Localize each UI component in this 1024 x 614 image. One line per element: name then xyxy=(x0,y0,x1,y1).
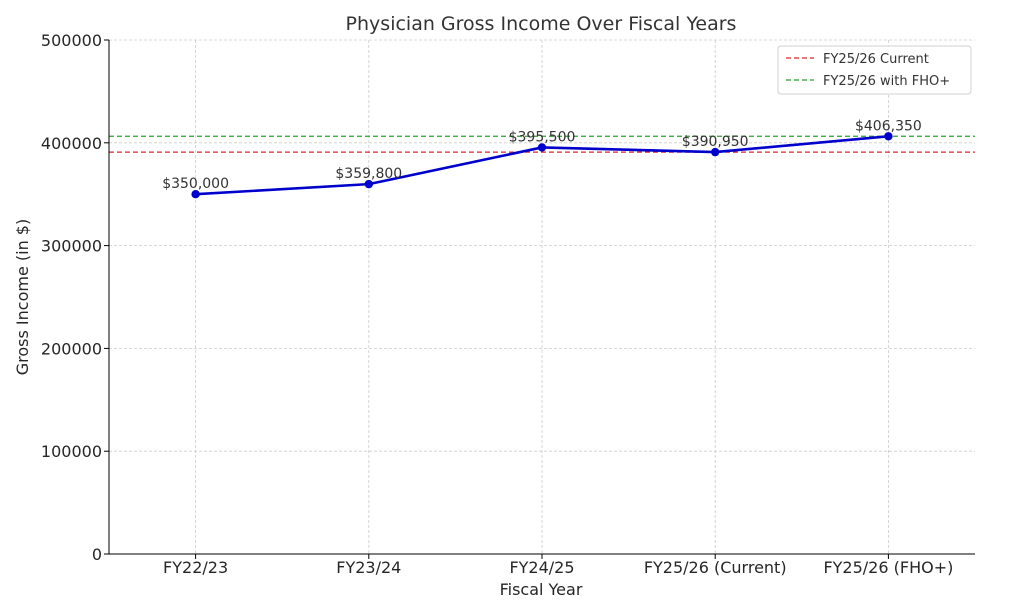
legend-label: FY25/26 with FHO+ xyxy=(823,74,950,89)
x-tick-label: FY23/24 xyxy=(336,558,401,577)
y-tick-label: 400000 xyxy=(41,134,102,153)
data-point xyxy=(884,132,893,141)
data-label: $359,800 xyxy=(335,166,402,182)
x-tick-label: FY24/25 xyxy=(509,558,574,577)
y-tick-label: 100000 xyxy=(41,442,102,461)
data-labels: $350,000 $359,800 $395,500 $390,950 $406,350 xyxy=(162,118,922,192)
data-point xyxy=(364,179,373,189)
y-tick-label: 300000 xyxy=(41,237,102,256)
legend: FY25/26 Current FY25/26 with FHO+ xyxy=(777,45,972,95)
x-axis-label: Fiscal Year xyxy=(500,580,583,599)
data-label: $350,000 xyxy=(162,176,229,192)
data-label: $406,350 xyxy=(855,118,922,134)
y-tick-label: 200000 xyxy=(41,339,102,358)
data-label: $395,500 xyxy=(509,129,576,145)
x-tick-label: FY22/23 xyxy=(163,558,228,577)
data-point xyxy=(191,190,200,199)
data-point xyxy=(537,143,547,152)
data-point xyxy=(711,147,720,157)
y-axis-label: Gross Income (in $) xyxy=(13,219,32,375)
x-tick-label: FY25/26 (Current) xyxy=(644,558,787,577)
legend-label: FY25/26 Current xyxy=(823,52,929,67)
legend-box xyxy=(777,45,972,95)
chart-title: Physician Gross Income Over Fiscal Years xyxy=(346,13,737,35)
axes: 0 100000 200000 300000 400000 500000 FY22/23 FY… xyxy=(41,31,975,577)
data-label: $390,950 xyxy=(682,134,749,150)
y-tick-label: 0 xyxy=(92,545,102,564)
y-tick-label: 500000 xyxy=(41,31,102,50)
series-layer xyxy=(191,132,893,199)
x-tick-label: FY25/26 (FHO+) xyxy=(823,558,953,577)
grid xyxy=(109,39,975,555)
reference-lines xyxy=(109,135,975,153)
